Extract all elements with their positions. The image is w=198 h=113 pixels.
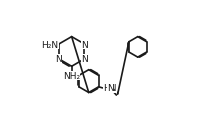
Text: N: N: [107, 84, 114, 93]
Text: HN: HN: [103, 84, 117, 93]
Text: N: N: [81, 40, 88, 49]
Text: N: N: [55, 55, 62, 64]
Text: NH₂: NH₂: [63, 72, 80, 80]
Text: H₂N: H₂N: [41, 40, 58, 49]
Text: N: N: [81, 55, 88, 64]
